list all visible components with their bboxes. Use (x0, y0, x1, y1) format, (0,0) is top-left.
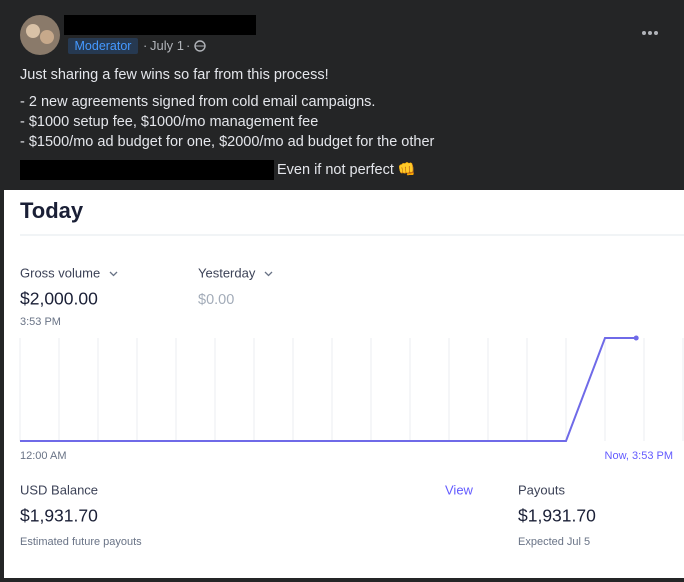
payouts-note: Expected Jul 5 (518, 536, 590, 548)
redacted-text (20, 160, 274, 180)
dashboard-panel (4, 190, 684, 578)
balance-note: Estimated future payouts (20, 536, 142, 548)
chart (19, 335, 684, 442)
payouts-label: Payouts (518, 482, 565, 497)
post-line: Even if not perfect 👊 (277, 161, 416, 178)
compare-value: $0.00 (198, 292, 234, 308)
badge (68, 38, 138, 54)
post-line: - $1500/mo ad budget for one, $2000/mo a… (20, 134, 435, 150)
x-start-label: 12:00 AM (20, 450, 66, 462)
avatar-face (26, 24, 40, 38)
metric-selector[interactable]: Gross volume (20, 265, 100, 280)
separator: · (143, 38, 147, 53)
current-point (633, 335, 639, 341)
balance-label: USD Balance (20, 482, 98, 497)
gross-value: $2,000.00 (20, 289, 98, 309)
separator: · (186, 38, 190, 53)
post-date[interactable]: July 1 (150, 38, 184, 53)
chevron (264, 271, 273, 277)
post-line: Just sharing a few wins so far from this… (20, 67, 329, 83)
series-line (20, 337, 637, 442)
avatar-face (40, 30, 54, 44)
x-end-label: Now, 3:53 PM (605, 450, 673, 462)
view-link[interactable]: View (445, 482, 474, 497)
chevron (109, 271, 118, 277)
gross-time: 3:53 PM (20, 316, 61, 328)
payouts-value: $1,931.70 (518, 506, 596, 526)
redacted-name (64, 15, 256, 35)
post-line: - $1000 setup fee, $1000/mo management f… (20, 114, 318, 130)
dashboard-title: Today (20, 198, 84, 223)
post-line: - 2 new agreements signed from cold emai… (20, 94, 375, 110)
avatar[interactable] (20, 15, 60, 55)
compare-selector[interactable]: Yesterday (198, 265, 256, 280)
badge-text: Moderator (75, 39, 132, 53)
more-button[interactable] (642, 31, 658, 35)
balance-value: $1,931.70 (20, 506, 98, 526)
